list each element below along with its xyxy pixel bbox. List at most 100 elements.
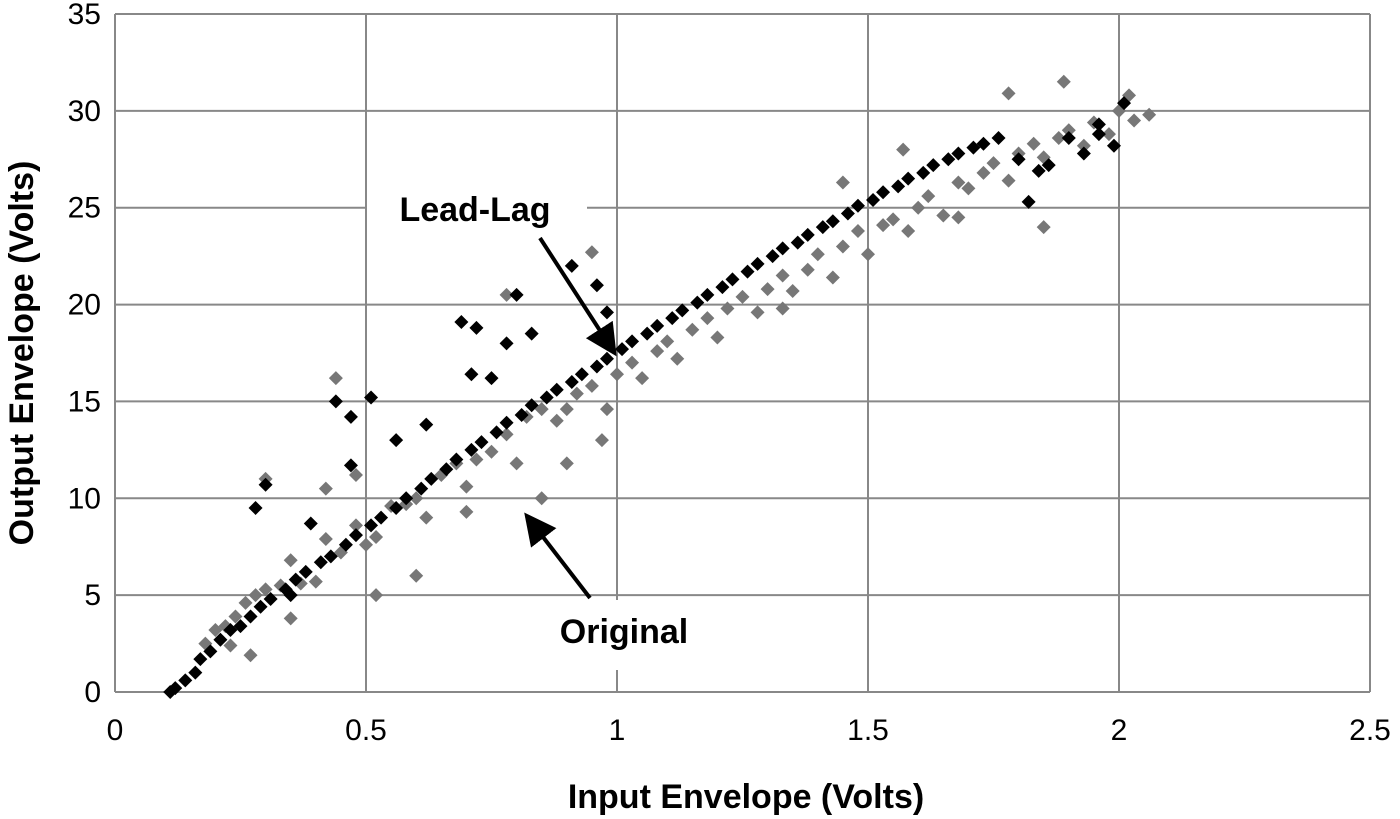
lead-lag-point	[800, 227, 815, 242]
lead-lag-point	[599, 305, 614, 320]
lead-lag-point	[303, 516, 318, 531]
original-point	[835, 239, 850, 254]
lead-lag-point	[489, 425, 504, 440]
annotation-arrow	[524, 512, 592, 600]
original-point	[318, 481, 333, 496]
original-point	[1026, 136, 1041, 151]
lead-lag-point	[815, 220, 830, 235]
lead-lag-point	[976, 136, 991, 151]
lead-lag-point	[1091, 117, 1106, 132]
plot-background	[115, 14, 1377, 692]
lead-lag-point	[840, 206, 855, 221]
original-point	[901, 223, 916, 238]
lead-lag-point	[665, 311, 680, 326]
original-point	[961, 181, 976, 196]
x-tick-label: 1	[609, 714, 626, 747]
lead-lag-point	[343, 458, 358, 473]
original-point	[986, 156, 1001, 171]
lead-lag-point	[514, 407, 529, 422]
original-point	[348, 518, 363, 533]
lead-lag-point	[233, 619, 248, 634]
y-tick-label: 15	[68, 385, 101, 418]
lead-lag-point	[564, 375, 579, 390]
lead-lag-point	[439, 462, 454, 477]
original-point	[248, 588, 263, 603]
lead-lag-point	[916, 165, 931, 180]
original-point	[1051, 130, 1066, 145]
annotation-label-background	[525, 600, 720, 670]
lead-lag-point	[1011, 152, 1026, 167]
x-tick-label: 0.5	[345, 714, 387, 747]
original-point	[584, 245, 599, 260]
lead-lag-point	[1021, 194, 1036, 209]
original-point	[610, 367, 624, 382]
original-point	[499, 287, 514, 302]
original-point	[700, 311, 715, 326]
original-point	[369, 530, 384, 545]
annotation-label: Original	[560, 613, 688, 651]
original-point	[459, 479, 474, 494]
lead-lag-point	[499, 415, 514, 430]
lead-lag-point	[263, 592, 278, 607]
original-point	[1056, 74, 1071, 89]
lead-lag-point	[866, 192, 881, 207]
lead-lag-point	[364, 518, 379, 533]
lead-lag-point	[615, 342, 630, 357]
original-point	[238, 595, 253, 610]
lead-lag-point	[464, 367, 479, 382]
lead-lag-point	[765, 249, 780, 264]
original-point	[469, 452, 484, 467]
y-tick-label: 20	[68, 289, 101, 322]
lead-lag-point	[549, 382, 564, 397]
lead-lag-point	[1031, 163, 1046, 178]
original-point	[775, 301, 790, 316]
lead-lag-point	[891, 179, 906, 194]
lead-lag-point	[589, 278, 604, 293]
original-point	[886, 212, 901, 227]
lead-lag-point	[941, 152, 956, 167]
lead-lag-point	[449, 452, 464, 467]
original-point	[594, 433, 609, 448]
lead-lag-point	[178, 673, 193, 688]
lead-lag-point	[1061, 130, 1076, 145]
lead-lag-point	[876, 185, 891, 200]
lead-lag-point	[650, 318, 665, 333]
original-point	[685, 322, 700, 337]
lead-lag-point	[338, 537, 353, 552]
lead-lag-point	[524, 398, 539, 413]
original-point	[584, 378, 599, 393]
lead-lag-point	[313, 555, 328, 570]
original-point	[670, 351, 685, 366]
original-point	[1076, 138, 1091, 153]
original-point	[569, 386, 584, 401]
original-point	[509, 456, 524, 471]
lead-lag-point	[414, 481, 429, 496]
original-point	[328, 371, 343, 386]
tick-labels: 0 5 10 15 20 25 30 35 0 0.5 1 1.5 2 2.5	[68, 0, 1391, 747]
original-point	[499, 427, 514, 442]
original-point	[625, 355, 640, 370]
original-point	[243, 648, 258, 663]
lead-lag-point	[253, 599, 268, 614]
lead-lag-point	[539, 390, 554, 405]
original-point	[876, 218, 891, 233]
lead-lag-point	[750, 256, 765, 271]
original-point	[800, 262, 815, 277]
original-point	[1001, 86, 1016, 101]
lead-lag-point	[203, 644, 218, 659]
lead-lag-point	[1091, 127, 1106, 142]
lead-lag-point	[188, 665, 203, 680]
lead-lag-point	[675, 303, 690, 318]
x-tick-label: 2.5	[1349, 714, 1391, 747]
lead-lag-point	[258, 477, 273, 492]
lead-lag-point	[343, 409, 358, 424]
x-tick-label: 1.5	[847, 714, 889, 747]
original-point	[936, 208, 951, 223]
original-point	[228, 609, 243, 624]
lead-lag-point	[509, 287, 524, 302]
original-point	[635, 371, 650, 386]
original-point	[348, 468, 363, 483]
lead-lag-point	[419, 417, 434, 432]
lead-lag-point	[700, 287, 715, 302]
